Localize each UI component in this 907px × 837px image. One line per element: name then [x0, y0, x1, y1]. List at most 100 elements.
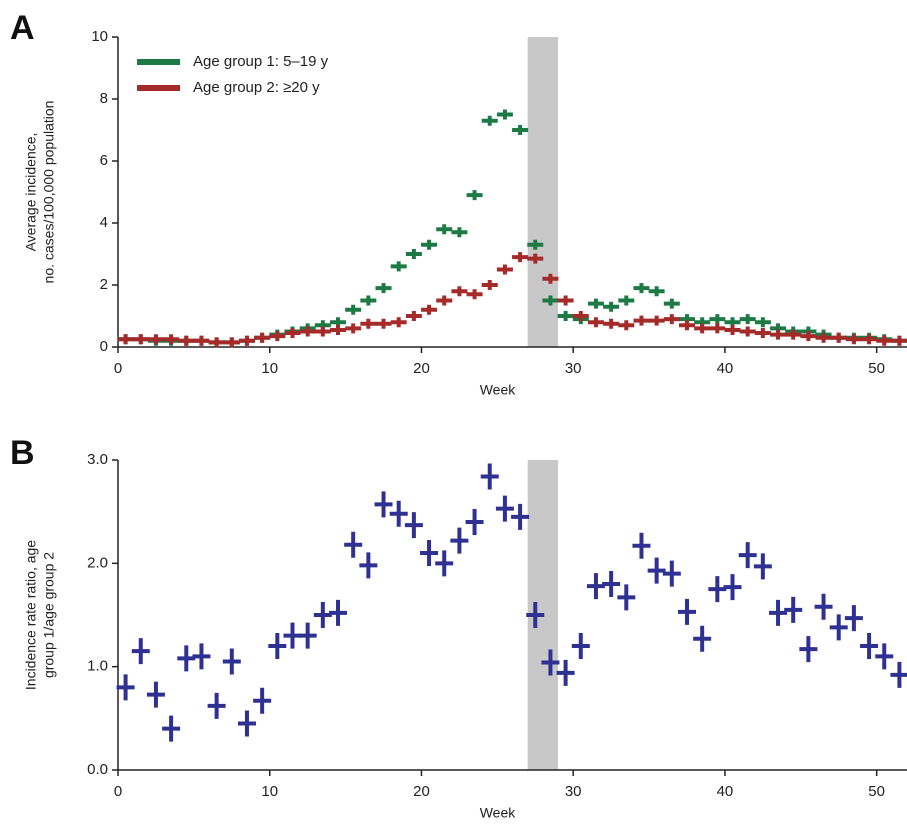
data-point — [223, 337, 240, 348]
data-point — [299, 326, 316, 337]
data-point — [709, 323, 726, 334]
data-point — [390, 261, 407, 272]
data-point — [647, 557, 666, 584]
data-point — [860, 633, 879, 659]
data-point — [785, 329, 802, 340]
data-point — [481, 115, 498, 126]
data-point — [314, 326, 331, 337]
data-point — [177, 645, 196, 672]
data-point — [891, 335, 907, 346]
data-point — [694, 323, 711, 334]
data-point — [526, 602, 545, 628]
data-point — [345, 304, 362, 315]
data-point — [163, 334, 180, 345]
data-point — [739, 314, 756, 325]
data-point — [390, 317, 407, 328]
data-point — [511, 503, 530, 530]
x-tick-label: 0 — [114, 783, 122, 800]
data-point — [572, 311, 589, 321]
data-point — [632, 532, 651, 559]
data-point — [527, 253, 544, 264]
data-point — [495, 495, 514, 522]
data-point — [663, 314, 680, 325]
data-point — [723, 574, 742, 601]
data-point — [329, 599, 348, 626]
data-point — [466, 190, 483, 201]
data-point — [618, 320, 635, 331]
data-point — [800, 331, 817, 342]
data-point — [678, 320, 695, 331]
data-point — [208, 337, 225, 348]
data-point — [192, 643, 211, 670]
panel-letter: A — [10, 9, 35, 47]
x-tick-label: 50 — [868, 783, 885, 800]
y-tick-label: 10 — [91, 28, 108, 45]
data-point — [527, 239, 544, 250]
data-point — [117, 334, 134, 345]
data-point — [269, 331, 286, 342]
data-point — [844, 605, 863, 632]
data-point — [405, 311, 422, 321]
data-point — [360, 295, 377, 306]
y-axis-label: Average incidence, — [23, 133, 39, 252]
legend-label: Age group 2: ≥20 y — [193, 79, 320, 96]
data-point — [829, 614, 848, 641]
data-point — [542, 273, 559, 284]
data-point — [451, 227, 468, 238]
data-point — [207, 692, 226, 719]
data-point — [132, 334, 149, 345]
data-point — [178, 335, 195, 346]
data-point — [496, 109, 513, 120]
data-point — [890, 661, 907, 688]
data-point — [784, 596, 803, 623]
data-point — [754, 328, 771, 339]
data-point — [876, 335, 893, 346]
data-point — [602, 571, 621, 597]
data-point — [769, 599, 788, 626]
y-tick-label: 2.0 — [87, 554, 108, 571]
x-axis-label: Week — [480, 382, 517, 398]
data-point — [162, 715, 181, 742]
data-point — [330, 324, 347, 335]
data-point — [253, 687, 272, 714]
data-point — [480, 463, 499, 490]
data-point — [222, 648, 241, 675]
x-tick-label: 10 — [261, 783, 278, 800]
data-point — [587, 317, 604, 328]
data-point — [603, 318, 620, 329]
data-point — [875, 643, 894, 670]
data-point — [451, 286, 468, 297]
y-tick-label: 8 — [100, 90, 108, 107]
data-point — [815, 332, 832, 343]
data-point — [708, 576, 727, 603]
y-axis-label: no. cases/100,000 population — [41, 101, 57, 284]
y-axis-label: Incidence rate ratio, age — [23, 540, 39, 690]
data-point — [116, 674, 135, 701]
data-point — [237, 710, 256, 737]
data-point — [420, 540, 439, 566]
y-tick-label: 1.0 — [87, 658, 108, 675]
data-point — [147, 334, 164, 345]
panel-letter: B — [10, 434, 35, 472]
data-point — [254, 332, 271, 343]
data-point — [283, 622, 302, 649]
data-point — [512, 125, 529, 135]
data-point — [861, 334, 878, 345]
y-tick-label: 4 — [100, 214, 108, 231]
data-point — [465, 509, 484, 535]
data-point — [753, 553, 772, 580]
data-point — [450, 527, 469, 554]
x-axis-label: Week — [480, 805, 517, 821]
data-point — [375, 318, 392, 329]
data-point — [268, 633, 287, 659]
data-point — [541, 649, 560, 676]
x-tick-label: 50 — [868, 360, 885, 377]
data-point — [845, 334, 862, 345]
data-point — [466, 289, 483, 300]
data-point — [557, 295, 574, 306]
data-point — [648, 315, 665, 326]
y-tick-label: 3.0 — [87, 451, 108, 468]
data-point — [814, 593, 833, 620]
data-point — [375, 283, 392, 294]
